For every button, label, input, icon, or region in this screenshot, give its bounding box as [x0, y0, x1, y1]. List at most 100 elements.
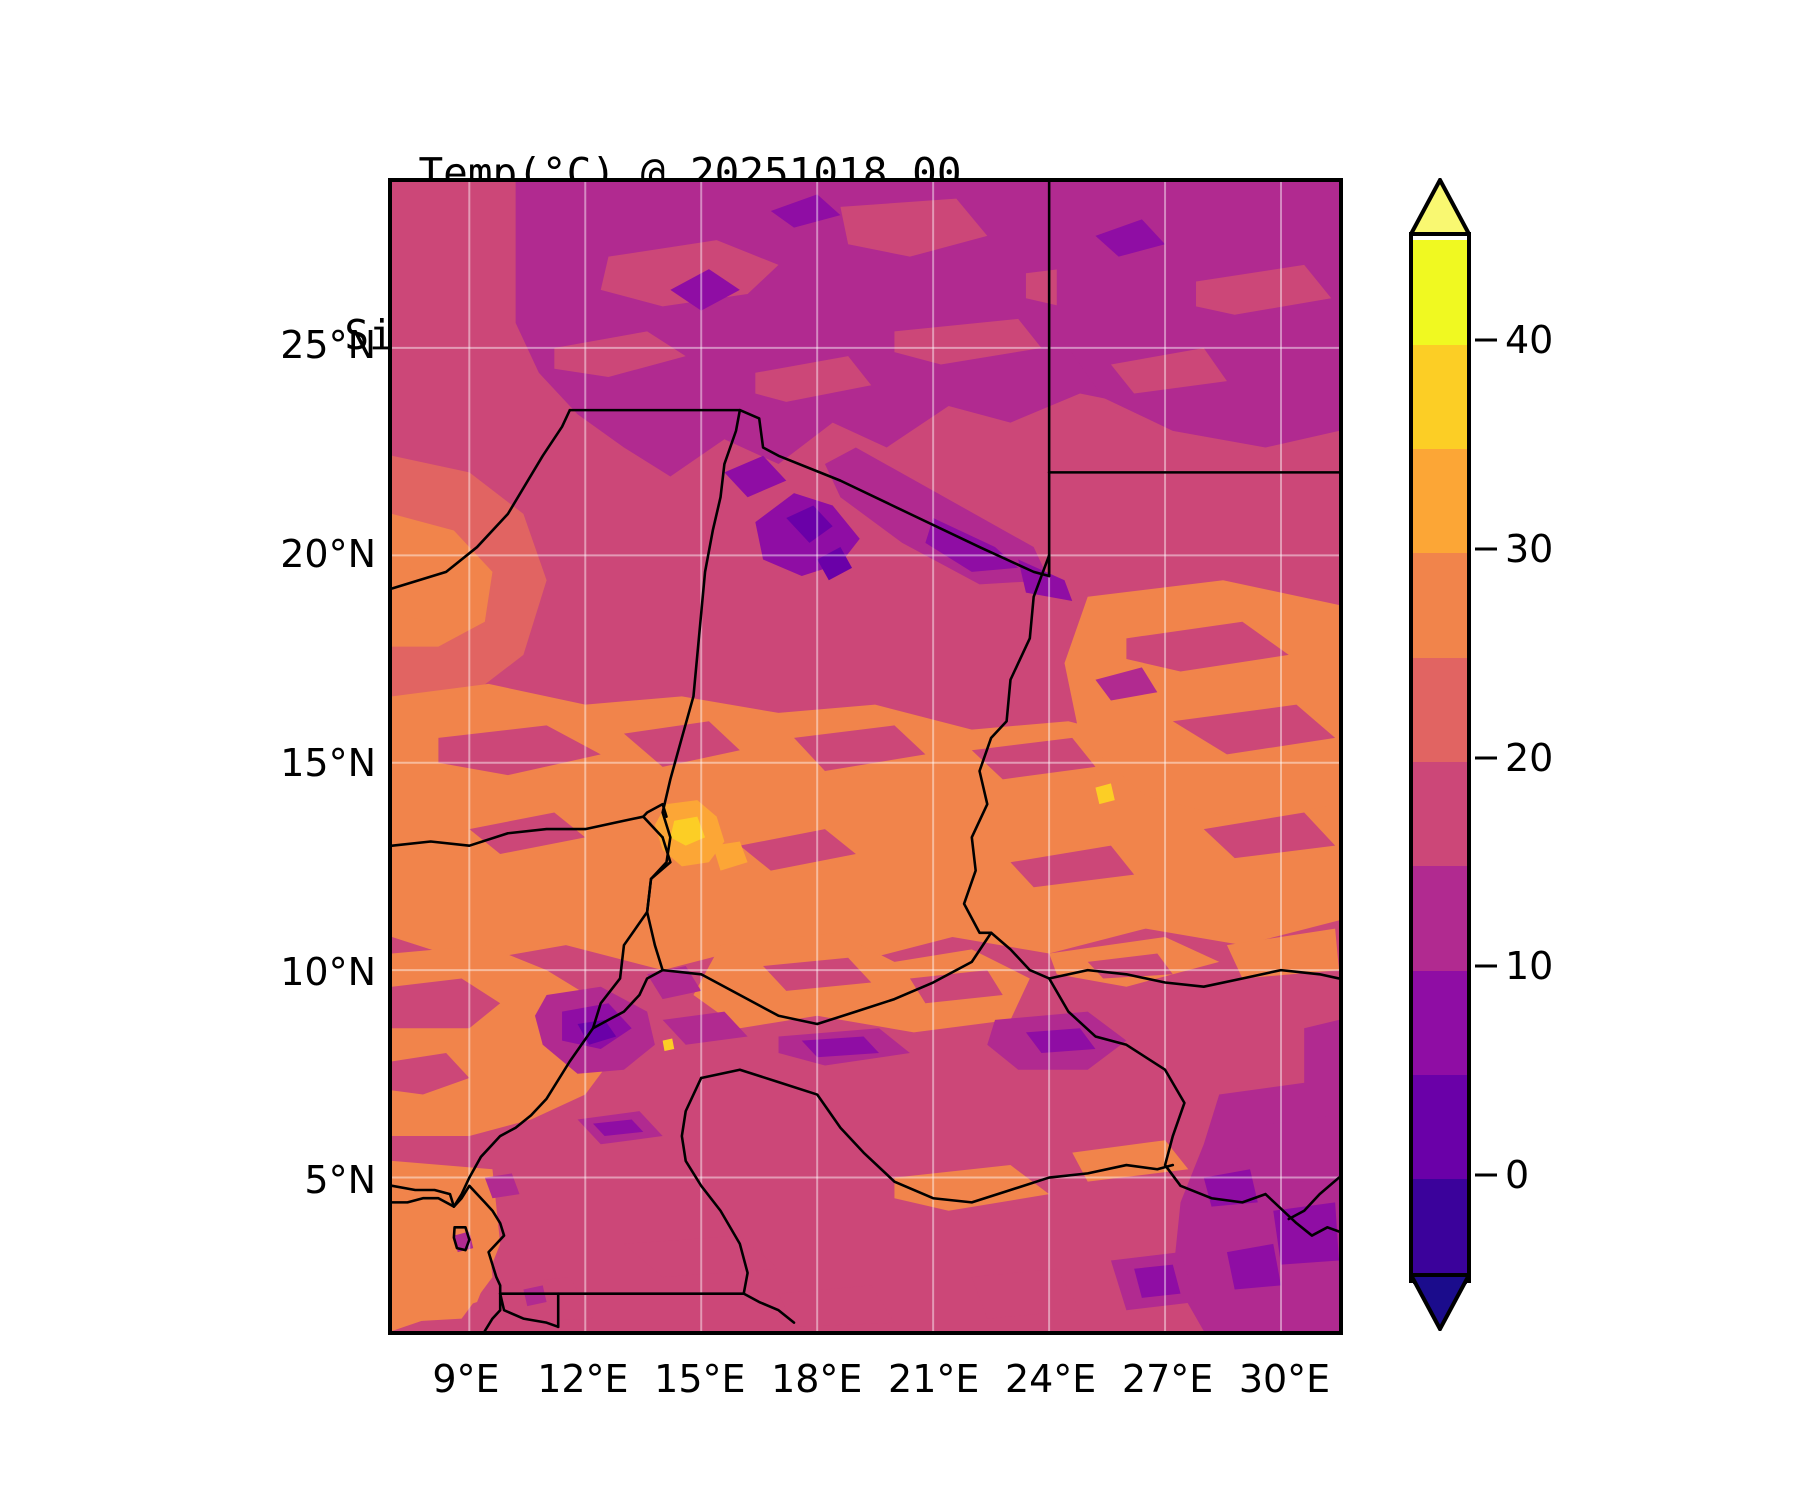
x-tick-label: 9°E	[432, 1357, 500, 1401]
y-tick-label: 5°N	[304, 1158, 376, 1203]
border-line	[392, 1196, 456, 1208]
temperature-contour-band	[971, 737, 1096, 780]
colorbar-band	[1413, 970, 1467, 1075]
border-line	[452, 836, 672, 1208]
colorbar-tick-label: 20	[1505, 735, 1554, 780]
temperature-contour-band	[770, 194, 841, 228]
temperature-contour-band	[1304, 1019, 1339, 1087]
colorbar-bands	[1409, 232, 1471, 1284]
colorbar-tick-mark	[1475, 338, 1497, 342]
x-tick-label: 18°E	[771, 1357, 863, 1401]
temperature-contour-band	[662, 1011, 748, 1045]
temperature-contour-band	[623, 721, 740, 767]
border-line	[392, 1184, 456, 1208]
temperature-contour-band	[593, 1119, 644, 1137]
border-line	[1047, 977, 1267, 1204]
colorbar-over-arrow	[1407, 175, 1473, 236]
temperature-contour-band	[778, 1285, 895, 1327]
border-line	[452, 1184, 506, 1295]
colorbar-band	[1413, 344, 1467, 450]
temperature-contour-band	[817, 547, 853, 581]
border-line	[498, 1292, 560, 1329]
temperature-contour-band	[523, 1285, 547, 1307]
colorbar-band	[1413, 761, 1467, 867]
y-tick-label: 15°N	[280, 740, 376, 785]
temperature-contour-band	[392, 978, 501, 1029]
country-borders	[392, 182, 1339, 1331]
temperature-contour-band	[786, 505, 833, 543]
temperature-contour-band	[909, 970, 1003, 1004]
x-tick-label: 12°E	[537, 1357, 629, 1401]
map-axes	[388, 178, 1343, 1335]
x-tick-label: 24°E	[1004, 1357, 1097, 1401]
temperature-contour-band	[794, 725, 926, 771]
border-line	[591, 968, 664, 1030]
temperature-contour-band	[1010, 845, 1135, 888]
temperature-contour-band	[1134, 1264, 1181, 1298]
temperature-contour-band	[763, 957, 872, 991]
colorbar-band	[1413, 1074, 1467, 1180]
colorbar-tick-label: 40	[1505, 318, 1554, 363]
temperature-contour-band	[554, 331, 686, 377]
colorbar-band	[1413, 448, 1467, 554]
temperature-field	[392, 182, 1339, 1331]
border-line	[680, 1076, 749, 1295]
colorbar-tick-mark	[1475, 756, 1497, 759]
temperature-contour-band	[840, 198, 988, 257]
temperature-contour-band	[894, 318, 1042, 365]
colorbar-tick-mark	[1475, 964, 1497, 968]
colorbar[interactable]: 0 10 20 30 40	[1407, 175, 1553, 1334]
border-line	[1287, 1176, 1339, 1221]
colorbar-under-arrow	[1407, 1273, 1473, 1334]
border-line	[641, 802, 668, 818]
x-tick-label: 21°E	[888, 1357, 980, 1401]
temperature-contour-band	[971, 1268, 1080, 1319]
temperature-contour-band	[1196, 264, 1332, 315]
y-tick-label: 25°N	[280, 323, 376, 368]
temperature-contour-band	[712, 841, 748, 871]
border-line	[742, 1292, 796, 1324]
colorbar-tick-label: 10	[1505, 944, 1554, 989]
temperature-contour-band	[392, 1053, 470, 1095]
y-tick-label: 10°N	[280, 949, 376, 994]
temperature-contour-band	[438, 725, 601, 776]
map-svg	[392, 182, 1339, 1331]
graticule-gridlines	[392, 182, 1339, 1331]
temperature-contour-band	[1110, 347, 1227, 394]
temperature-contour-band	[1203, 812, 1336, 859]
temperature-contour-band	[662, 1038, 675, 1052]
border-line	[1047, 968, 1339, 988]
temperature-contour-band	[1203, 1169, 1258, 1207]
border-line	[699, 1068, 1175, 1204]
temperature-contour-band	[392, 563, 454, 622]
colorbar-band	[1413, 1178, 1467, 1284]
temperature-contour-band	[1234, 1115, 1339, 1186]
temperature-contour-band	[755, 356, 872, 402]
temperature-contour-band	[1095, 667, 1158, 701]
border-line	[661, 931, 1051, 1026]
temperature-contour-band	[469, 812, 586, 855]
temperature-contour-band	[1095, 783, 1115, 805]
temperature-contour-band	[1226, 928, 1339, 979]
temperature-contour-band	[670, 269, 740, 311]
border-line	[498, 1292, 560, 1329]
temperature-contour-band	[647, 965, 702, 1000]
colorbar-band	[1413, 240, 1467, 345]
border-line	[962, 554, 1051, 935]
x-tick-label: 27°E	[1121, 1357, 1214, 1401]
colorbar-tick-label: 0	[1505, 1152, 1530, 1197]
temperature-contour-band	[1126, 621, 1289, 672]
colorbar-tick-label: 30	[1505, 526, 1554, 571]
x-tick-label: 30°E	[1238, 1357, 1331, 1401]
temperature-contour-band	[1226, 1243, 1281, 1290]
border-line	[392, 815, 664, 847]
border-line	[1264, 1192, 1339, 1237]
temperature-contour-band	[670, 816, 706, 846]
colorbar-band	[1413, 865, 1467, 971]
temperature-contour-band	[724, 455, 787, 498]
colorbar-band	[1413, 657, 1467, 763]
y-tick-label: 20°N	[280, 531, 376, 576]
colorbar-tick-mark	[1475, 1173, 1497, 1177]
temperature-contour-band	[739, 829, 856, 871]
